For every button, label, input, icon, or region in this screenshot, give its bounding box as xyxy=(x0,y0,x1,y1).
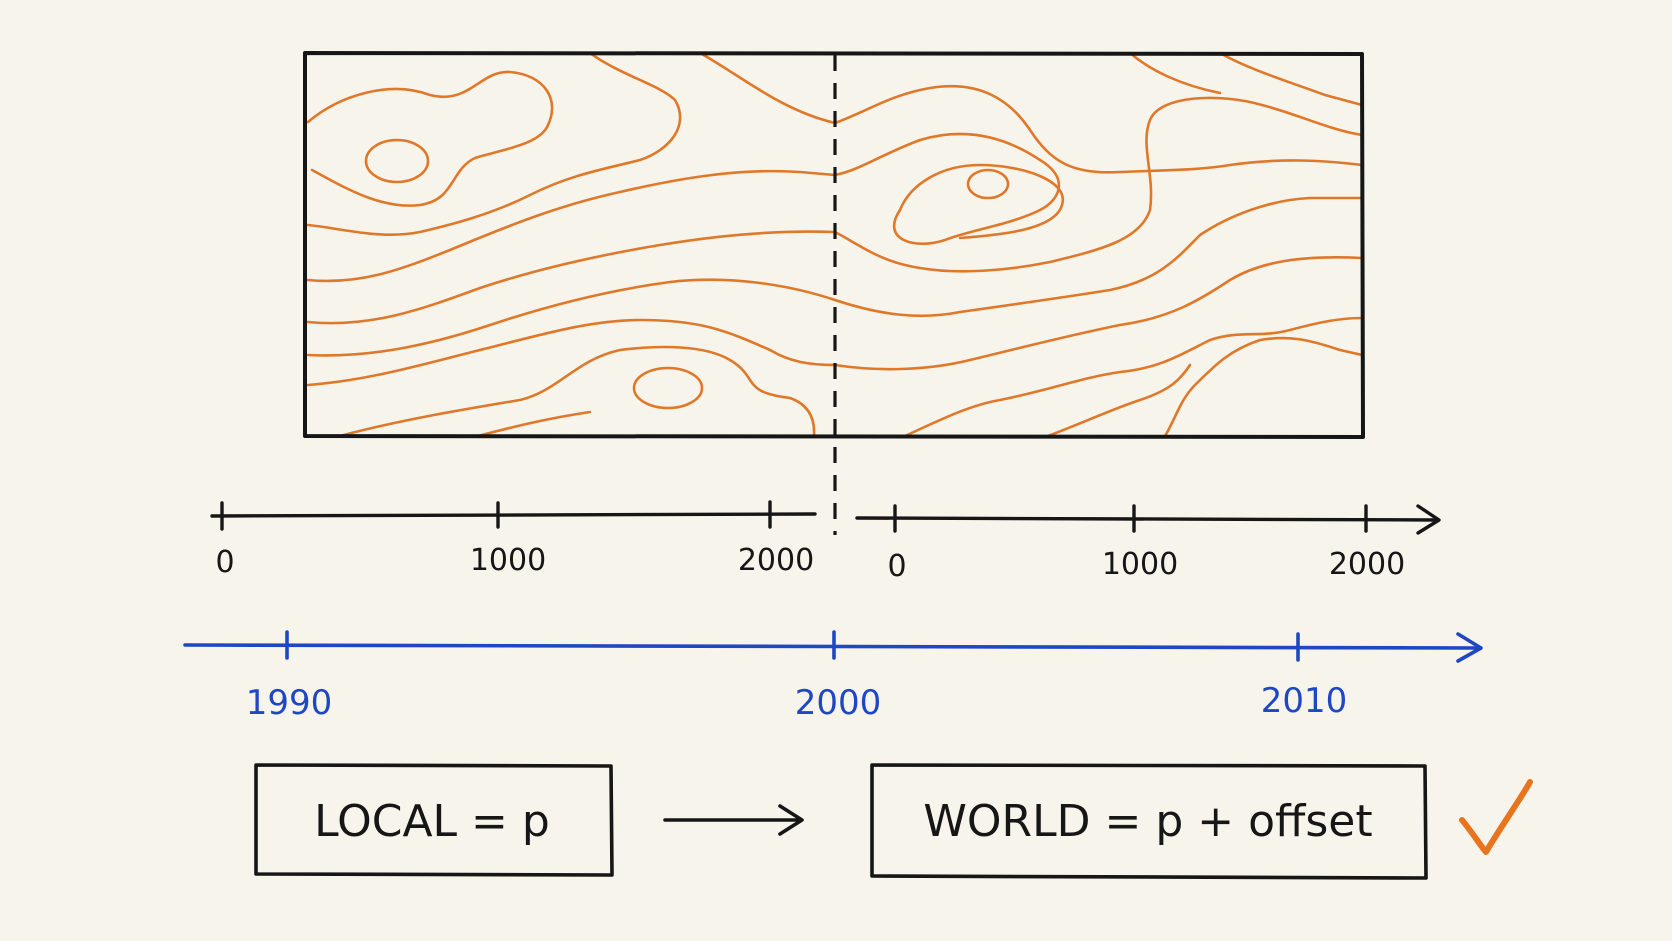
local-axis-right xyxy=(855,504,1441,535)
transform-arrow xyxy=(663,804,804,836)
contour-lines xyxy=(306,53,1362,436)
contour-map xyxy=(303,51,1365,439)
local-formula-text: LOCAL = p xyxy=(314,796,550,847)
axis-tick-label: 2000 xyxy=(738,543,814,578)
axis-tick-label: 2000 xyxy=(1329,547,1405,582)
contour-peak xyxy=(632,366,704,410)
contour-line xyxy=(698,53,837,125)
checkmark-icon xyxy=(1459,779,1533,855)
axis-tick-label: 0 xyxy=(215,545,234,580)
contour-line xyxy=(306,169,837,283)
contour-line xyxy=(833,96,1362,273)
contour-line xyxy=(1128,53,1222,95)
timeline-tick-label: 1990 xyxy=(246,683,333,723)
contour-line xyxy=(306,53,682,236)
axis-line xyxy=(210,512,817,518)
contour-line xyxy=(1046,363,1192,436)
timeline-tick-label: 2000 xyxy=(795,683,882,723)
contour-line xyxy=(898,163,1065,240)
map-border xyxy=(303,51,1365,439)
axis-tick-label: 1000 xyxy=(470,543,546,578)
contour-line xyxy=(833,196,1362,318)
contour-line xyxy=(833,84,1362,174)
timeline-tick-label: 2010 xyxy=(1261,681,1348,721)
contour-line xyxy=(1163,336,1362,436)
contour-line xyxy=(903,316,1362,436)
contour-line xyxy=(306,230,837,325)
local-axis-left xyxy=(210,500,817,531)
arrow-right-icon xyxy=(1456,632,1483,663)
local-formula-box: LOCAL = p xyxy=(254,763,614,877)
contour-line xyxy=(833,256,1362,371)
world-timeline-labels: 1990 2000 2010 xyxy=(246,681,1348,723)
arrow-right-icon xyxy=(1416,504,1441,535)
local-axis-right-labels: 0 1000 2000 xyxy=(887,547,1405,584)
contour-peak xyxy=(364,138,430,184)
axis-line xyxy=(855,516,1440,522)
world-timeline xyxy=(183,630,1483,663)
formula-box-border xyxy=(254,763,614,877)
contour-line xyxy=(338,345,816,436)
world-formula-text: WORLD = p + offset xyxy=(923,796,1372,847)
contour-line xyxy=(1218,53,1362,107)
world-formula-box: WORLD = p + offset xyxy=(870,763,1428,880)
axis-tick-label: 1000 xyxy=(1102,547,1178,582)
axis-tick-label: 0 xyxy=(887,549,906,584)
arrow-right-icon xyxy=(778,804,804,836)
contour-line xyxy=(306,70,554,207)
contour-line xyxy=(833,132,1061,246)
contour-peak xyxy=(966,168,1010,200)
local-axis-left-labels: 0 1000 2000 xyxy=(215,543,814,580)
contour-line xyxy=(306,278,837,357)
formula-box-border xyxy=(870,763,1428,880)
contour-line xyxy=(476,410,592,436)
contour-line xyxy=(306,318,837,387)
